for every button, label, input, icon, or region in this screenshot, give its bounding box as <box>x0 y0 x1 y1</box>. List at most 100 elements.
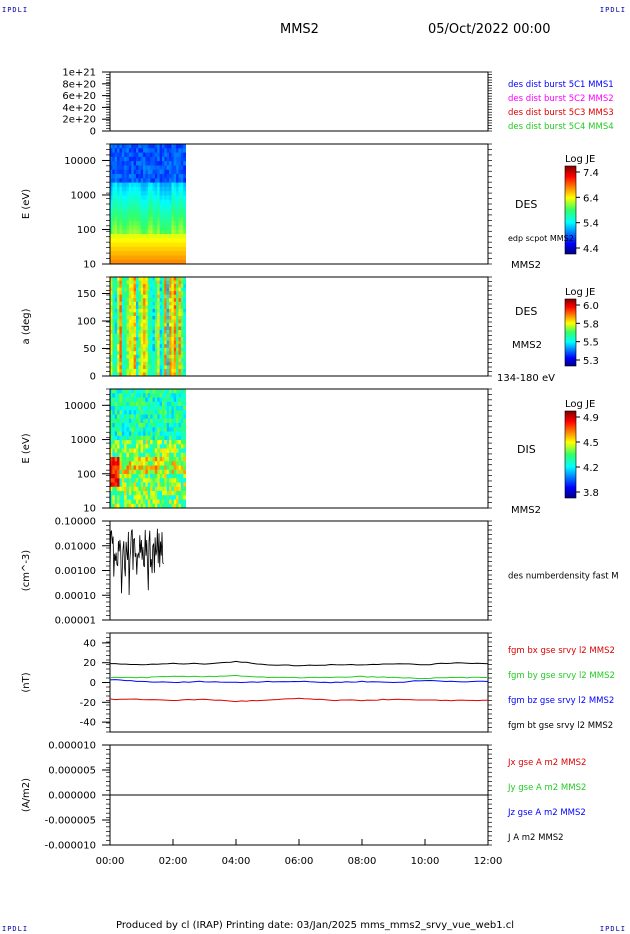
heatmap-cell <box>143 246 146 252</box>
heatmap-cell <box>171 414 175 420</box>
heatmap-cell <box>124 212 127 218</box>
heatmap-cell <box>135 354 139 359</box>
heatmap-cell <box>157 465 161 471</box>
heatmap-cell <box>176 148 179 153</box>
heatmap-cell <box>180 365 184 370</box>
heatmap-cell <box>131 174 135 179</box>
heatmap-cell <box>147 401 151 407</box>
heatmap-cell <box>152 312 156 317</box>
x-tick-label-0: 00:00 <box>96 856 125 867</box>
heatmap-cell <box>173 465 177 471</box>
heatmap-cell <box>183 337 186 342</box>
heatmap-cell <box>128 287 132 292</box>
heatmap-cell <box>145 435 149 441</box>
heatmap-cell <box>126 344 130 349</box>
heatmap-cell <box>138 418 142 424</box>
heatmap-cell <box>159 312 163 317</box>
heatmap-cell <box>180 347 184 352</box>
heatmap-cell <box>143 156 146 162</box>
heatmap-cell <box>169 191 172 196</box>
heatmap-cell <box>178 358 182 363</box>
heatmap-cell <box>119 330 123 334</box>
heatmap-cell <box>131 294 135 299</box>
heatmap-cell <box>159 333 163 338</box>
heatmap-cell <box>147 204 151 209</box>
heatmap-cell <box>164 444 168 449</box>
heatmap-cell <box>176 337 179 342</box>
heatmap-cell <box>138 259 142 265</box>
heatmap-cell <box>171 212 175 218</box>
heatmap-cell <box>183 186 186 192</box>
heatmap-cell <box>154 465 158 471</box>
heatmap-cell <box>140 503 144 509</box>
heatmap-cell <box>164 221 168 226</box>
heatmap-cell <box>143 174 146 179</box>
x-tick-label-6: 12:00 <box>474 856 503 867</box>
heatmap-cell <box>117 161 120 166</box>
heatmap-cell <box>178 255 182 261</box>
legend-current-1: Jy gse A m2 MMS2 <box>507 783 586 793</box>
heatmap-cell <box>112 457 116 462</box>
heatmap-cell <box>166 372 170 377</box>
heatmap-cell <box>126 229 130 235</box>
heatmap-cell <box>135 246 139 252</box>
heatmap-cell <box>176 186 179 192</box>
heatmap-cell <box>157 326 161 331</box>
heatmap-cell <box>114 431 118 437</box>
heatmap-cell <box>154 372 158 377</box>
heatmap-cell <box>166 358 170 363</box>
heatmap-cell <box>169 469 172 475</box>
heatmap-cell <box>183 169 186 175</box>
heatmap-cell <box>169 199 172 205</box>
heatmap-cell <box>183 474 186 479</box>
heatmap-cell <box>173 361 177 366</box>
heatmap-cell <box>110 169 113 175</box>
heatmap-cell <box>135 503 139 509</box>
y-axis-label-2: a (deg) <box>21 308 32 344</box>
heatmap-cell <box>138 372 142 377</box>
heatmap-cell <box>171 312 175 317</box>
heatmap-cell <box>159 452 163 458</box>
heatmap-cell <box>180 216 184 222</box>
heatmap-cell <box>131 234 135 239</box>
heatmap-cell <box>121 191 125 196</box>
heatmap-cell <box>138 326 142 331</box>
heatmap-cell <box>131 208 135 213</box>
heatmap-cell <box>143 444 146 449</box>
heatmap-cell <box>150 465 153 471</box>
heatmap-cell <box>128 315 132 320</box>
heatmap-cell <box>114 294 118 299</box>
heatmap-cell <box>124 298 127 303</box>
heatmap-cell <box>131 308 135 313</box>
heatmap-cell <box>128 337 132 342</box>
heatmap-cell <box>154 255 158 261</box>
heatmap-cell <box>171 182 175 188</box>
heatmap-cell <box>169 225 172 231</box>
heatmap-cell <box>154 461 158 466</box>
heatmap-cell <box>154 495 158 500</box>
heatmap-cell <box>171 277 175 281</box>
heatmap-cell <box>154 165 158 171</box>
heatmap-cell <box>180 401 184 407</box>
heatmap-cell <box>173 291 177 296</box>
heatmap-cell <box>183 229 186 235</box>
heatmap-cell <box>178 431 182 437</box>
heatmap-cell <box>110 482 113 488</box>
heatmap-cell <box>173 397 177 403</box>
y-axis-label-4: (cm^-3) <box>21 550 32 591</box>
heatmap-cell <box>169 358 172 363</box>
heatmap-cell <box>157 225 161 231</box>
heatmap-cell <box>161 301 165 306</box>
heatmap-cell <box>143 503 146 509</box>
heatmap-cell <box>128 308 132 313</box>
heatmap-cell <box>112 465 116 471</box>
heatmap-cell <box>128 212 132 218</box>
heatmap-cell <box>119 195 123 201</box>
heatmap-cell <box>138 452 142 458</box>
heatmap-cell <box>154 418 158 424</box>
heatmap-cell <box>166 251 170 256</box>
heatmap-cell <box>114 326 118 331</box>
heatmap-cell <box>164 161 168 166</box>
heatmap-cell <box>110 457 113 462</box>
heatmap-cell <box>150 319 153 324</box>
